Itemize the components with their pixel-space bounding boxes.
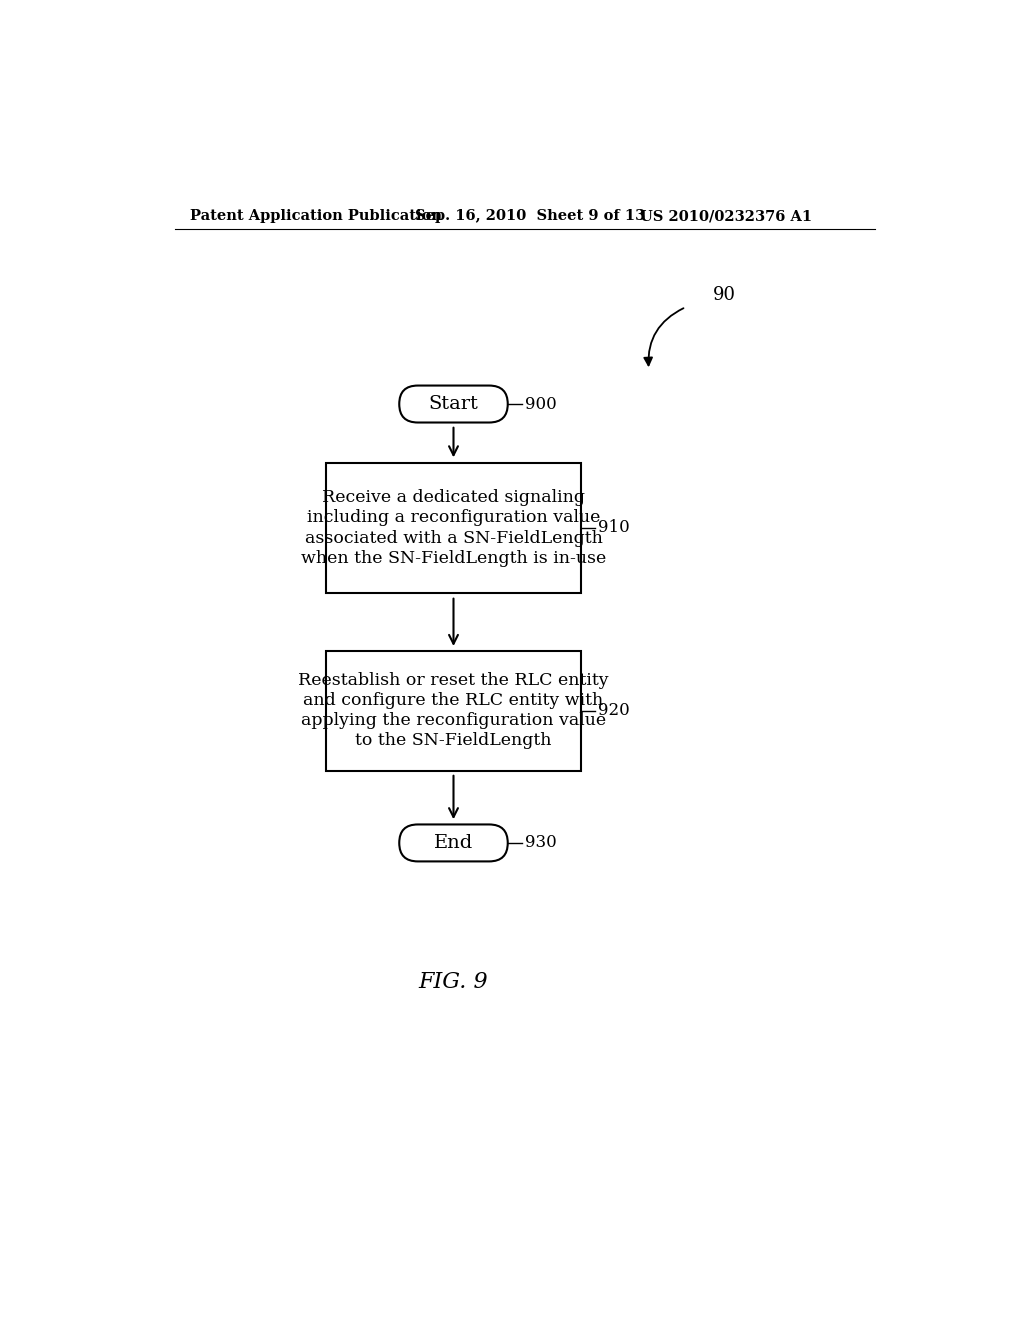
Text: Reestablish or reset the RLC entity: Reestablish or reset the RLC entity — [298, 672, 609, 689]
Text: Receive a dedicated signaling: Receive a dedicated signaling — [322, 490, 585, 507]
Text: when the SN-FieldLength is in-use: when the SN-FieldLength is in-use — [301, 549, 606, 566]
Text: 910: 910 — [598, 520, 630, 536]
Text: 900: 900 — [524, 396, 557, 413]
Text: Sep. 16, 2010  Sheet 9 of 13: Sep. 16, 2010 Sheet 9 of 13 — [415, 209, 645, 223]
Text: FIG. 9: FIG. 9 — [419, 972, 488, 994]
Text: Start: Start — [429, 395, 478, 413]
Text: to the SN-FieldLength: to the SN-FieldLength — [355, 733, 552, 750]
FancyBboxPatch shape — [399, 825, 508, 862]
Text: and configure the RLC entity with: and configure the RLC entity with — [303, 693, 603, 709]
Text: 90: 90 — [713, 286, 736, 305]
Text: associated with a SN-FieldLength: associated with a SN-FieldLength — [304, 529, 602, 546]
Text: End: End — [434, 834, 473, 851]
Text: applying the reconfiguration value: applying the reconfiguration value — [301, 713, 606, 730]
FancyArrowPatch shape — [644, 308, 683, 366]
Text: 930: 930 — [524, 834, 557, 851]
Text: including a reconfiguration value: including a reconfiguration value — [307, 510, 600, 527]
Text: US 2010/0232376 A1: US 2010/0232376 A1 — [640, 209, 812, 223]
FancyBboxPatch shape — [326, 651, 582, 771]
Text: 920: 920 — [598, 702, 630, 719]
FancyBboxPatch shape — [399, 385, 508, 422]
Text: Patent Application Publication: Patent Application Publication — [190, 209, 442, 223]
FancyBboxPatch shape — [326, 462, 582, 594]
